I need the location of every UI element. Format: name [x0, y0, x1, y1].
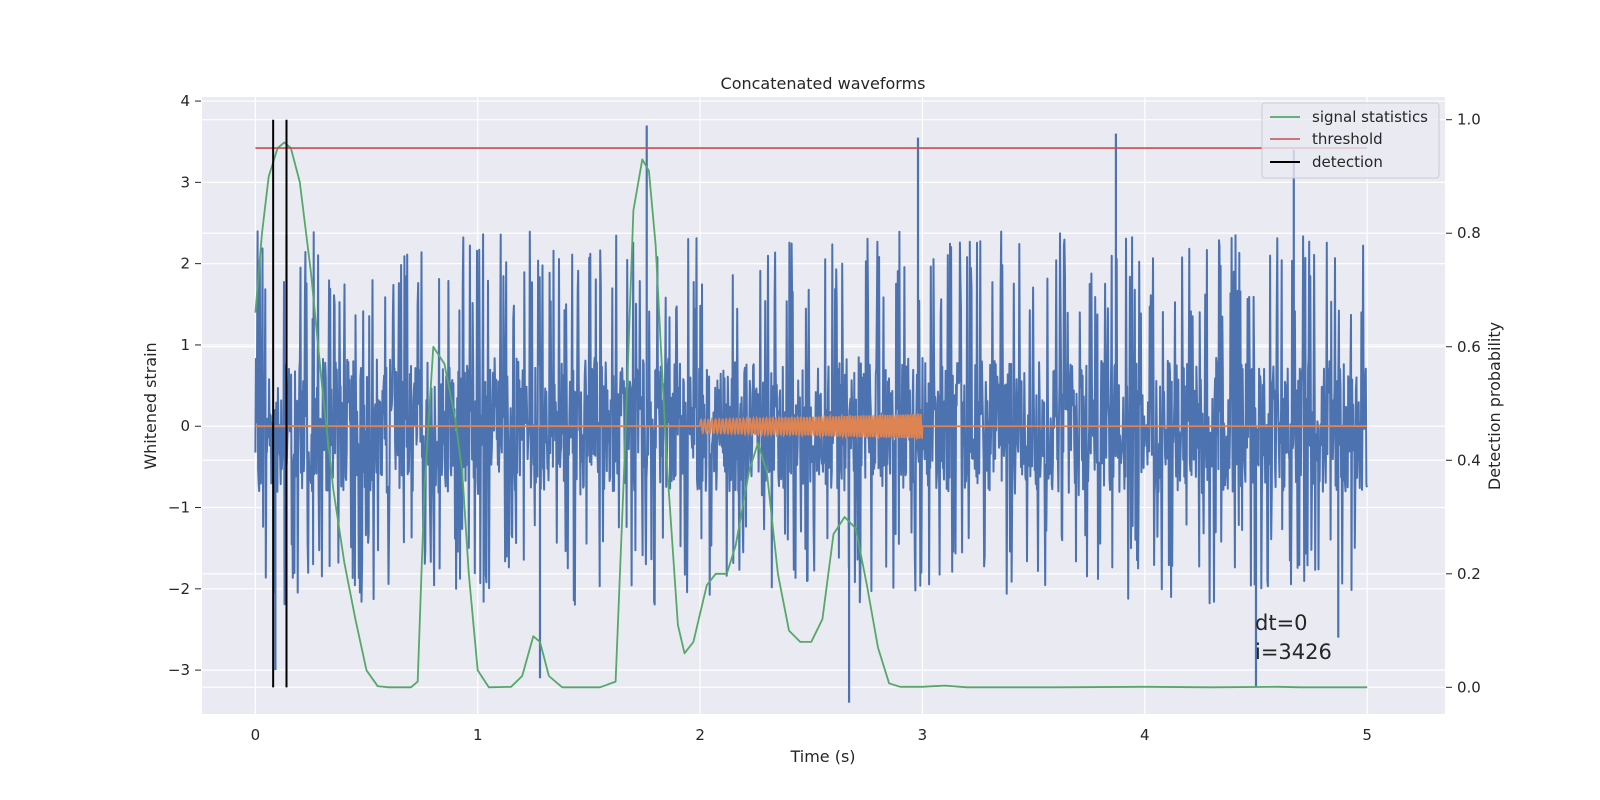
y-tick-label: −1	[168, 499, 190, 517]
y-right-tick-label: 0.2	[1457, 565, 1481, 583]
x-tick-label: 0	[251, 726, 261, 744]
y-tick-label: 4	[180, 92, 190, 110]
y-tick-label: 0	[180, 417, 190, 435]
detection-lines	[272, 119, 288, 688]
injection-series-line	[255, 412, 1368, 441]
y-right-tick-label: 0.8	[1457, 224, 1481, 242]
x-tick-label: 3	[918, 726, 928, 744]
chart-title: Concatenated waveforms	[721, 74, 926, 93]
y-right-tick-label: 1.0	[1457, 111, 1481, 129]
y-axis-ticks: −3 −2 −1 0 1 2 3 4	[168, 92, 201, 679]
legend-label-signal-statistics: signal statistics	[1312, 108, 1428, 126]
legend-label-detection: detection	[1312, 153, 1383, 171]
y-axis-label: Whitened strain	[141, 342, 160, 469]
x-tick-label: 5	[1362, 726, 1372, 744]
y-right-tick-label: 0.4	[1457, 451, 1481, 469]
legend: signal statistics threshold detection	[1261, 102, 1440, 179]
y-tick-label: 3	[180, 173, 190, 191]
y-tick-label: 1	[180, 336, 190, 354]
annotation-dt: dt=0	[1255, 611, 1308, 635]
x-axis-ticks: 0 1 2 3 4 5	[251, 726, 1372, 744]
y-right-axis-ticks: 0.0 0.2 0.4 0.6 0.8 1.0	[1446, 111, 1481, 696]
signal-statistics-line	[254, 141, 1368, 689]
x-tick-label: 2	[695, 726, 705, 744]
y-tick-label: −3	[168, 661, 190, 679]
legend-box	[1261, 102, 1440, 179]
annotation-index: i=3426	[1255, 640, 1332, 664]
y-right-grid	[202, 119, 1445, 688]
x-axis-label: Time (s)	[789, 747, 855, 766]
x-tick-label: 4	[1140, 726, 1150, 744]
y-right-tick-label: 0.6	[1457, 338, 1481, 356]
y-tick-label: 2	[180, 255, 190, 273]
legend-label-threshold: threshold	[1312, 130, 1383, 148]
y-right-axis-label: Detection probability	[1485, 322, 1504, 490]
y-right-tick-label: 0.0	[1457, 678, 1481, 696]
y-tick-label: −2	[168, 580, 190, 598]
x-tick-label: 1	[473, 726, 483, 744]
